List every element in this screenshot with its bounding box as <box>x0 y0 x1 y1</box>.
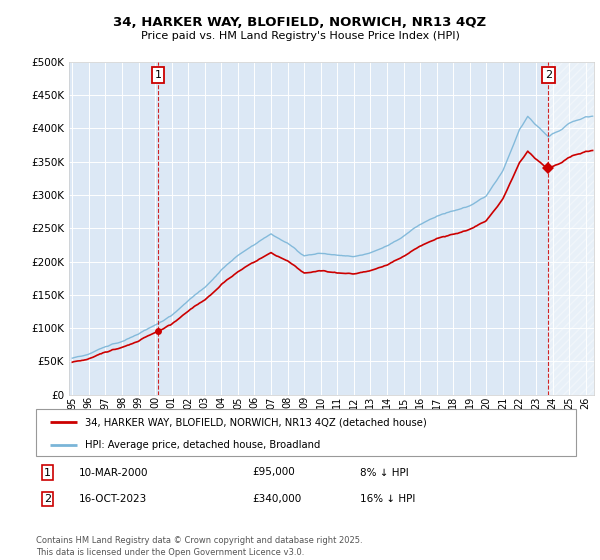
Text: 10-MAR-2000: 10-MAR-2000 <box>79 468 149 478</box>
Text: 8% ↓ HPI: 8% ↓ HPI <box>360 468 409 478</box>
Text: 2: 2 <box>545 70 552 80</box>
Text: 1: 1 <box>154 70 161 80</box>
Text: 16-OCT-2023: 16-OCT-2023 <box>79 494 148 504</box>
Text: £95,000: £95,000 <box>252 468 295 478</box>
Text: 34, HARKER WAY, BLOFIELD, NORWICH, NR13 4QZ (detached house): 34, HARKER WAY, BLOFIELD, NORWICH, NR13 … <box>85 417 427 427</box>
Text: £340,000: £340,000 <box>252 494 301 504</box>
Text: HPI: Average price, detached house, Broadland: HPI: Average price, detached house, Broa… <box>85 440 320 450</box>
Text: 1: 1 <box>44 468 51 478</box>
Text: Price paid vs. HM Land Registry's House Price Index (HPI): Price paid vs. HM Land Registry's House … <box>140 31 460 41</box>
Text: 34, HARKER WAY, BLOFIELD, NORWICH, NR13 4QZ: 34, HARKER WAY, BLOFIELD, NORWICH, NR13 … <box>113 16 487 29</box>
Text: 16% ↓ HPI: 16% ↓ HPI <box>360 494 415 504</box>
Bar <box>548 62 594 395</box>
Text: Contains HM Land Registry data © Crown copyright and database right 2025.
This d: Contains HM Land Registry data © Crown c… <box>36 536 362 557</box>
Text: 2: 2 <box>44 494 51 504</box>
